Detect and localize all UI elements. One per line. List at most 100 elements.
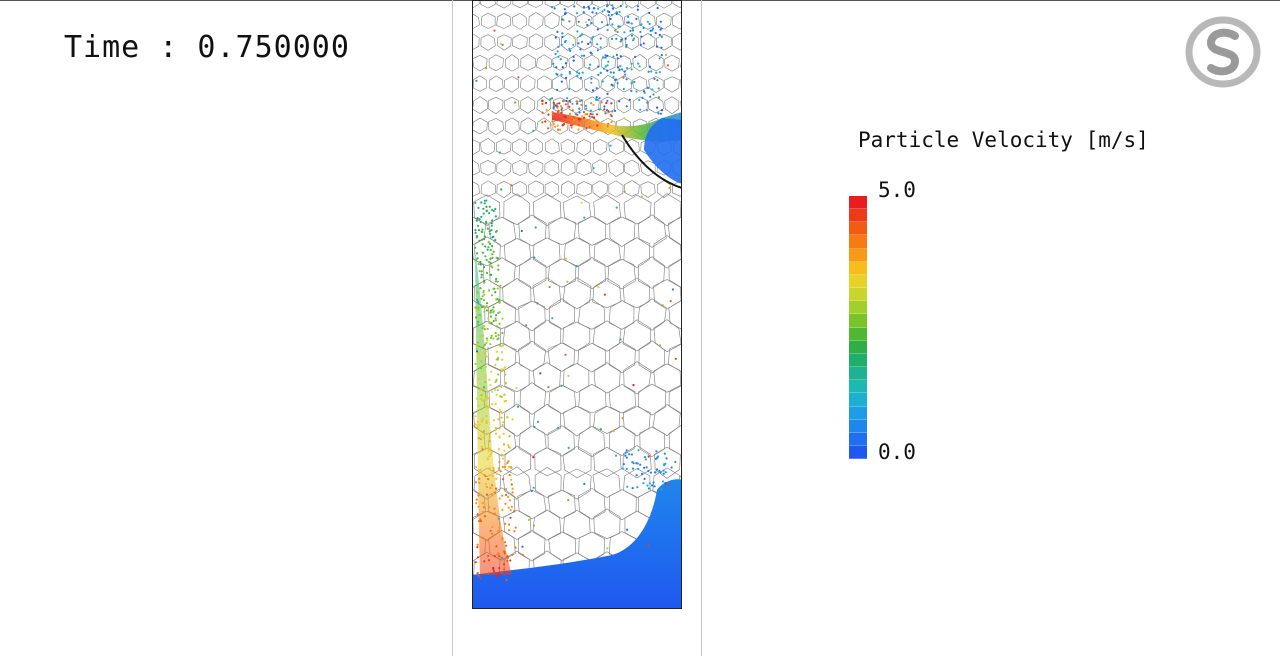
particle [477, 494, 480, 497]
particle [596, 113, 599, 116]
particle [477, 229, 481, 232]
particle [603, 8, 606, 11]
mesh-cell [593, 508, 621, 540]
particle [562, 123, 566, 126]
particle [643, 466, 646, 469]
particle [590, 81, 593, 84]
mesh-cell [560, 0, 575, 8]
particle [611, 23, 614, 26]
particle [642, 42, 645, 45]
particle [653, 77, 656, 80]
mesh-cell [520, 96, 536, 114]
particle [521, 553, 524, 556]
particle [668, 186, 671, 189]
particle [476, 257, 479, 260]
particle [560, 73, 563, 76]
particle [487, 246, 490, 249]
particle [486, 397, 489, 400]
particle [487, 450, 490, 453]
particle [541, 102, 544, 105]
colorbar-swatch [849, 327, 867, 341]
particle [660, 109, 664, 112]
particle [492, 566, 495, 570]
mesh-cell [672, 0, 682, 8]
particle [506, 559, 509, 562]
mesh-cell [518, 425, 547, 457]
particle [482, 212, 485, 215]
particle [585, 127, 588, 130]
particle [647, 455, 650, 458]
particle [495, 277, 498, 281]
particle [556, 88, 559, 92]
particle [504, 522, 507, 525]
particle [506, 556, 510, 559]
particle [497, 418, 500, 421]
mesh-cell [472, 13, 480, 30]
mesh-cell [640, 0, 656, 10]
nozzle-fluid [644, 118, 682, 184]
particle [606, 92, 609, 96]
particle [578, 107, 581, 110]
particle [490, 493, 493, 496]
mesh-cell [472, 139, 480, 156]
particle [583, 54, 586, 57]
particle [518, 107, 521, 110]
particle [492, 209, 495, 213]
particle [498, 526, 501, 529]
particle [607, 14, 610, 17]
particle [477, 505, 480, 508]
particle [587, 42, 590, 46]
mesh-cell [624, 180, 640, 197]
particle [589, 109, 592, 112]
particle [476, 342, 479, 345]
particle [479, 287, 482, 290]
particle [599, 71, 602, 74]
particle [489, 343, 492, 346]
particle [501, 508, 504, 511]
particle [638, 98, 641, 101]
mesh-cell [593, 194, 621, 225]
mesh-cell [480, 180, 496, 197]
mesh-cell [652, 404, 681, 437]
particle [660, 46, 663, 49]
particle [548, 285, 551, 289]
mesh-cell [576, 159, 592, 176]
particle [477, 300, 480, 304]
mesh-cell [496, 159, 512, 177]
particle [616, 66, 620, 69]
particle [561, 114, 564, 118]
particle [619, 65, 622, 68]
particle [480, 445, 483, 448]
particle [634, 55, 637, 59]
mesh-cell [608, 33, 624, 50]
particle [482, 238, 486, 241]
particle [506, 415, 509, 419]
particle [479, 518, 482, 521]
particle [597, 7, 600, 10]
mesh-cell [502, 466, 532, 499]
mesh-cell [668, 299, 682, 330]
particle [552, 106, 555, 110]
particle [585, 107, 588, 110]
particle [648, 482, 651, 485]
particle [485, 199, 488, 202]
particle [592, 116, 596, 119]
particle [572, 59, 575, 62]
mesh-cell [562, 445, 592, 479]
particle [501, 457, 504, 460]
particle [598, 97, 601, 100]
particle [476, 425, 479, 429]
particle [505, 578, 508, 582]
particle [626, 21, 629, 24]
particle [564, 103, 567, 106]
particle [497, 334, 500, 337]
particle [541, 99, 544, 102]
particle [499, 42, 502, 45]
particle [495, 325, 499, 328]
mesh-cell [664, 96, 680, 114]
particle [503, 411, 506, 414]
particle [610, 120, 613, 124]
particle [507, 529, 511, 532]
particle [517, 76, 520, 79]
particle [572, 55, 575, 58]
